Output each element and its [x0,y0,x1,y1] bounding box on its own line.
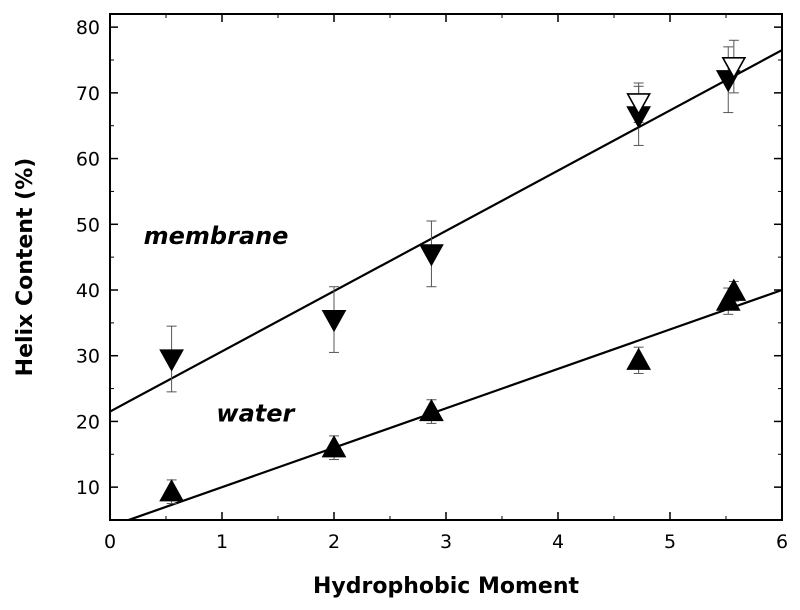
annotations: membrane water [144,222,297,427]
water-point [419,398,444,422]
membrane-fit-line [110,49,782,413]
x-axis-ticks: 0 1 2 3 4 5 6 [104,14,788,553]
membrane-label: membrane [144,222,289,250]
y-tick-label: 10 [76,477,100,499]
water-point [721,278,747,301]
water-point [321,435,347,458]
water-point [626,347,651,370]
y-tick-label: 40 [76,280,100,302]
membrane-point [419,244,444,267]
water-label: water [216,399,296,427]
membrane-open-point [721,56,747,80]
water-point [159,479,184,502]
x-tick-label: 0 [104,531,116,553]
y-tick-label: 60 [76,149,100,171]
data-markers [159,56,747,502]
x-tick-label: 4 [552,531,564,553]
x-tick-label: 6 [776,531,788,553]
y-tick-label: 30 [76,346,100,368]
membrane-point [159,349,184,372]
water-fit-line [125,288,782,520]
membrane-point [321,309,347,333]
y-tick-label: 70 [76,83,100,105]
y-tick-label: 80 [76,17,100,39]
fit-lines [110,49,782,520]
membrane-open-point [626,93,651,116]
y-tick-label: 50 [76,214,100,236]
error-bars [166,39,739,505]
x-tick-label: 3 [440,531,452,553]
y-axis-ticks: 10 20 30 40 50 60 70 80 [76,17,782,499]
x-tick-label: 2 [328,531,340,553]
y-axis-label: Helix Content (%) [13,158,38,377]
x-axis-label: Hydrophobic Moment [313,574,579,599]
y-tick-label: 20 [76,411,100,433]
x-tick-label: 1 [216,531,228,553]
plot-frame [109,13,783,521]
x-tick-label: 5 [664,531,676,553]
